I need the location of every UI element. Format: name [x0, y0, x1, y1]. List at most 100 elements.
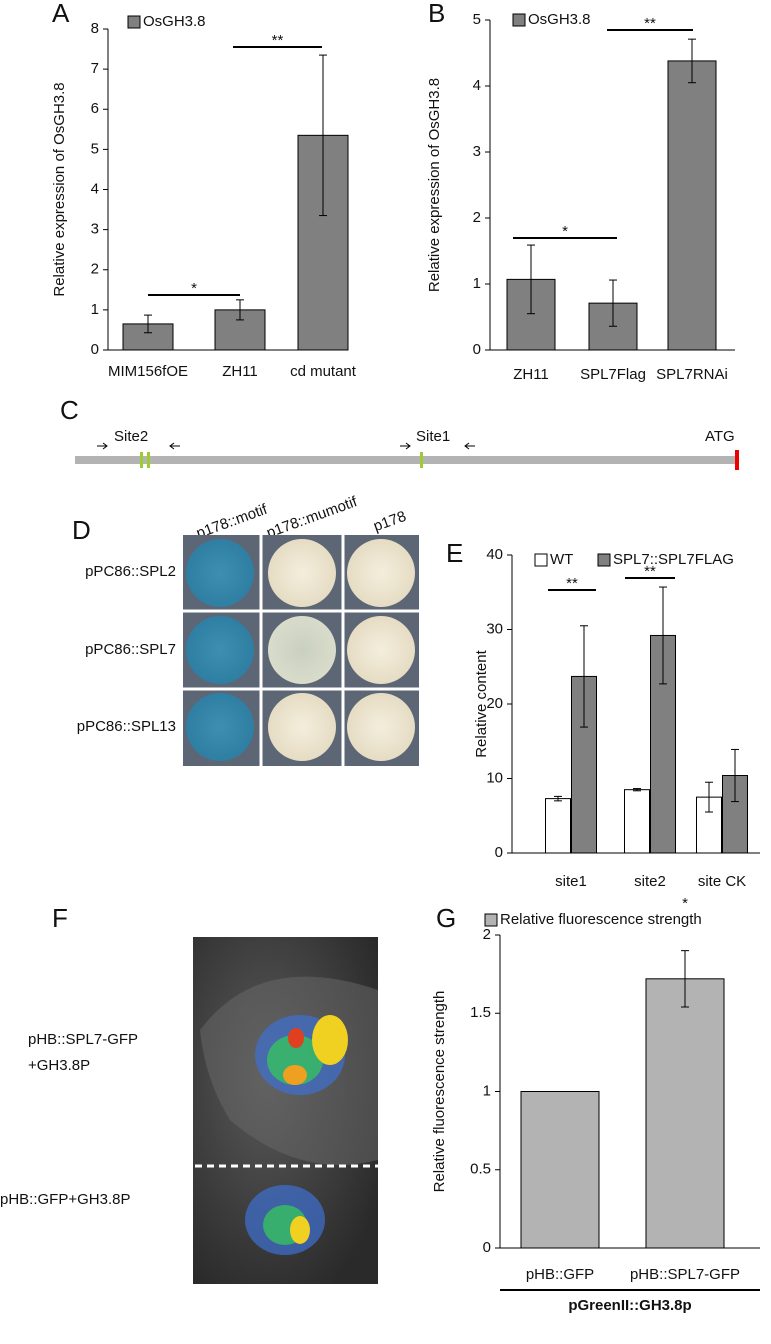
luminescence: [245, 1015, 348, 1255]
y-tick-label: 2: [473, 209, 481, 226]
y-tick-label: 10: [486, 769, 503, 786]
significance-label: **: [644, 15, 656, 32]
x-tick-label: pHB::GFP: [526, 1266, 594, 1283]
y-axis-label: Relative content: [473, 649, 490, 757]
significance-label: **: [272, 32, 284, 49]
x-tick-label: ZH11: [222, 363, 258, 380]
significance-label: **: [644, 563, 656, 580]
group-label: pGreenII::GH3.8p: [568, 1297, 691, 1314]
y-tick-label: 4: [91, 180, 99, 197]
y-tick-label: 4: [473, 77, 481, 94]
x-tick-label: MIM156fOE: [108, 363, 188, 380]
promoter-line: [75, 456, 738, 464]
site-mark: [147, 452, 150, 468]
y-tick-label: 3: [473, 143, 481, 160]
y-tick-label: 8: [91, 20, 99, 37]
x-tick-label: site2: [634, 873, 666, 890]
legend-label: Relative fluorescence strength: [500, 911, 702, 928]
primer-arrow: [400, 442, 411, 450]
panel-letter: C: [60, 395, 79, 425]
primer-arrow: [97, 442, 108, 450]
panel-letter: F: [52, 903, 68, 933]
legend-label: WT: [550, 551, 573, 568]
legend-swatch: [484, 913, 498, 927]
yeast-spot: [268, 616, 336, 684]
panel-letter: B: [428, 0, 445, 28]
plate-dividers: [183, 535, 419, 766]
y-tick-label: 1: [473, 275, 481, 292]
yeast-spot: [268, 693, 336, 761]
sample-label: pHB::GFP+GH3.8P: [0, 1191, 130, 1208]
atg-mark: [735, 450, 739, 470]
y-tick-label: 0.5: [470, 1161, 491, 1178]
yeast-spot: [347, 616, 415, 684]
primer-arrow: [464, 442, 475, 450]
bar: [545, 798, 571, 854]
sample-label: pHB::SPL7-GFP: [28, 1031, 138, 1048]
x-tick-label: pHB::SPL7-GFP: [630, 1266, 740, 1283]
panel-f: F pHB::SPL7-GFP +GH3.8P pHB::GFP+GH3.8P: [0, 903, 378, 1284]
yeast-spot: [186, 693, 254, 761]
y-tick-label: 2: [91, 261, 99, 278]
legend-label: OsGH3.8: [528, 11, 591, 28]
legend-label: SPL7::SPL7FLAG: [613, 551, 734, 568]
y-tick-label: 1: [91, 301, 99, 318]
bar: [624, 789, 650, 854]
yeast-spot: [347, 693, 415, 761]
y-tick-label: 2: [483, 926, 491, 943]
y-tick-label: 20: [486, 695, 503, 712]
y-tick-label: 6: [91, 100, 99, 117]
y-axis-label: Relative expression of OsGH3.8: [51, 82, 68, 296]
legend-label: OsGH3.8: [143, 13, 206, 30]
yeast-spot: [347, 539, 415, 607]
y-tick-label: 3: [91, 221, 99, 238]
y-tick-label: 0: [473, 341, 481, 358]
legend-swatch: [127, 15, 141, 29]
y-tick-label: 1: [483, 1082, 491, 1099]
row-label: pPC86::SPL7: [85, 641, 176, 658]
row-label: pPC86::SPL2: [85, 563, 176, 580]
panel-d: D p178::motif p178::mumotif p178 pPC86::…: [72, 493, 419, 766]
bar: [667, 60, 717, 351]
primer-arrow: [169, 442, 180, 450]
column-label: p178::mumotif: [264, 493, 360, 542]
x-tick-label: site1: [555, 873, 587, 890]
row-label: pPC86::SPL13: [77, 718, 176, 735]
sample-label: +GH3.8P: [28, 1057, 90, 1074]
site-label: Site1: [416, 428, 450, 445]
bar: [520, 1091, 600, 1249]
column-label: p178: [371, 508, 408, 535]
y-tick-label: 1.5: [470, 1004, 491, 1021]
yeast-spot: [186, 616, 254, 684]
y-tick-label: 7: [91, 60, 99, 77]
yeast-spot: [186, 539, 254, 607]
x-tick-label: ZH11: [513, 366, 549, 383]
site-label: Site2: [114, 428, 148, 445]
y-tick-label: 0: [495, 844, 503, 861]
y-tick-label: 5: [473, 11, 481, 28]
site-mark: [140, 452, 143, 468]
x-tick-label: cd mutant: [290, 363, 357, 380]
y-tick-label: 30: [486, 620, 503, 637]
x-tick-label: SPL7Flag: [580, 366, 646, 383]
legend-swatch: [534, 553, 548, 567]
legend-swatch: [512, 13, 526, 27]
site-mark: [420, 452, 423, 468]
significance-label: *: [562, 223, 568, 240]
y-tick-label: 40: [486, 546, 503, 563]
y-tick-label: 0: [483, 1239, 491, 1256]
panel-c: C Site2 Site1 ATG: [60, 395, 739, 470]
legend-swatch: [597, 553, 611, 567]
significance-label: *: [682, 895, 688, 912]
y-tick-label: 0: [91, 341, 99, 358]
panel-letter: E: [446, 538, 463, 568]
yeast-spot: [268, 539, 336, 607]
x-tick-label: site CK: [698, 873, 746, 890]
bar: [645, 978, 725, 1249]
y-axis-label: Relative fluorescence strength: [431, 991, 448, 1193]
y-axis-label: Relative expression of OsGH3.8: [426, 78, 443, 292]
significance-label: *: [191, 280, 197, 297]
x-tick-label: SPL7RNAi: [656, 366, 728, 383]
panel-letter: G: [436, 903, 456, 933]
